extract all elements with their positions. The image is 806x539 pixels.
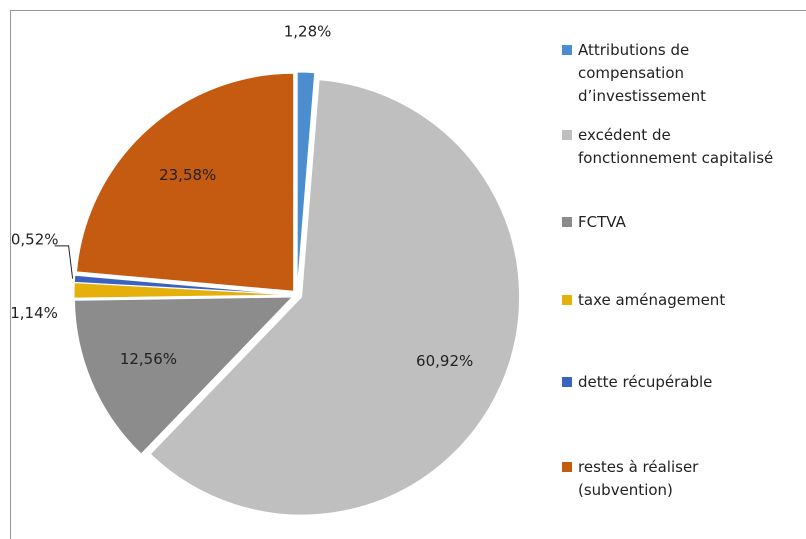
- pie-slice: [75, 72, 295, 292]
- legend-label: FCTVA: [578, 213, 626, 231]
- data-label: 1,14%: [10, 304, 58, 322]
- legend-label: excédent de fonctionnement capitalisé: [578, 126, 774, 167]
- data-label: 60,92%: [416, 352, 473, 370]
- data-label: 12,56%: [120, 350, 177, 368]
- legend-label: restes à réaliser (subvention): [578, 458, 699, 499]
- legend-label: taxe aménagement: [578, 291, 726, 309]
- leader-line: [54, 245, 74, 279]
- data-label: 1,28%: [284, 23, 332, 41]
- legend-label: dette récupérable: [578, 373, 713, 391]
- legend-swatch: [562, 217, 572, 227]
- legend-swatch: [562, 45, 572, 55]
- legend-item: FCTVA: [562, 211, 778, 234]
- pie-slice: [73, 296, 294, 455]
- pie-slice: [149, 79, 520, 516]
- legend-item: excédent de fonctionnement capitalisé: [562, 124, 778, 170]
- legend-item: taxe aménagement: [562, 289, 778, 312]
- chart-frame: [10, 10, 806, 539]
- legend-label: Attributions de compensation d’investiss…: [578, 41, 707, 105]
- legend-swatch: [562, 462, 572, 472]
- legend-swatch: [562, 377, 572, 387]
- data-label: 0,52%: [11, 230, 59, 248]
- pie-slice: [296, 71, 316, 291]
- legend-item: restes à réaliser (subvention): [562, 456, 778, 502]
- legend-swatch: [562, 295, 572, 305]
- pie-slice: [73, 274, 293, 296]
- data-label: 23,58%: [159, 166, 216, 184]
- legend-item: Attributions de compensation d’investiss…: [562, 39, 778, 108]
- legend-swatch: [562, 130, 572, 140]
- legend-item: dette récupérable: [562, 371, 778, 394]
